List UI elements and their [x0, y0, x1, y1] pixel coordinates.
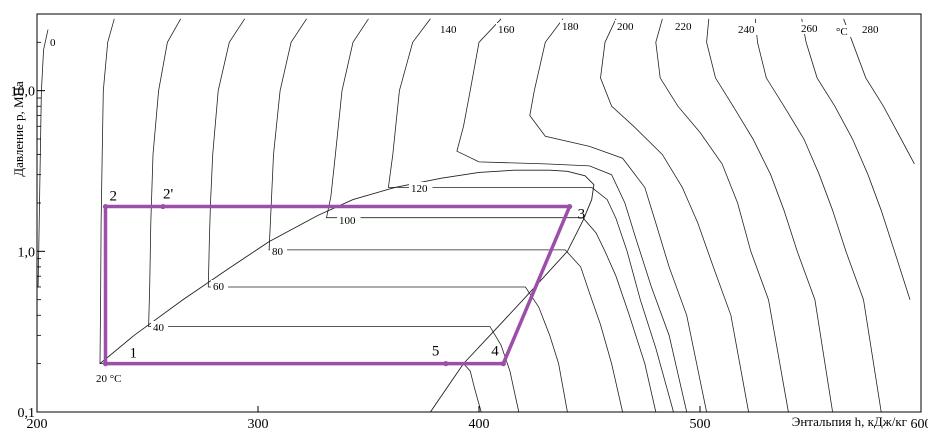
refrigeration-cycle: 1 2 2' 3 4 5 — [102, 187, 586, 367]
x-tick-label: 300 — [248, 417, 269, 430]
isotherm-label: 240 — [738, 24, 755, 36]
isotherm-label-bg — [337, 214, 361, 226]
cycle-point-marker — [160, 203, 166, 210]
saturation-dome — [99, 169, 595, 413]
isotherm-label: 200 — [617, 21, 634, 33]
isotherm-label: °C — [836, 26, 848, 38]
x-tick-label: 500 — [690, 417, 711, 430]
plot-frame-layer — [36, 13, 922, 413]
cycle-point-marker — [500, 361, 506, 367]
y-axis-label: Давление p, МПа — [11, 81, 26, 177]
isotherm-label: 260 — [801, 23, 818, 35]
isotherm-line — [801, 18, 911, 300]
isotherm-label-bg — [94, 372, 131, 384]
cycle-path — [103, 204, 572, 366]
cycle-point-label: 4 — [491, 344, 499, 360]
axis-ticks: 200 300 400 500 600 0,1 1,0 10,0 — [11, 41, 928, 430]
isotherm-line — [600, 18, 749, 413]
y-tick-label: 1,0 — [18, 245, 36, 260]
isotherm-line — [529, 18, 707, 413]
isotherm-label-bg — [834, 25, 851, 37]
isotherm-label: 40 — [153, 322, 165, 334]
x-tick-label: 600 — [911, 417, 928, 430]
isotherm-label-bg — [496, 23, 520, 35]
isotherm-label: 60 — [213, 281, 225, 293]
isotherm-label-bg — [860, 23, 884, 35]
isotherm-line — [37, 29, 49, 288]
isotherm-label-bg — [151, 321, 168, 333]
isotherm-label: 20 °C — [96, 373, 122, 385]
isotherm-line — [326, 18, 657, 413]
isotherm-line — [207, 18, 568, 413]
isotherm-label-bg — [270, 245, 287, 257]
cycle-point-label: 3 — [578, 207, 586, 223]
isotherm-line — [456, 18, 688, 413]
isotherm-line — [268, 18, 623, 413]
cycle-point-marker — [567, 203, 573, 210]
cycle-point-marker — [443, 361, 449, 367]
isotherm-lines: 0 20 °C 40 60 80 100 120 140 160 180 200 220 240 260 2… — [37, 18, 915, 413]
cycle-point-label: 2' — [163, 187, 174, 203]
isotherm-label-bg — [438, 23, 462, 35]
cycle-point-label: 1 — [130, 346, 138, 362]
isotherm-label-bg — [48, 36, 59, 48]
isotherm-line — [706, 18, 833, 413]
isotherm-label: 0 — [50, 37, 56, 49]
y-tick-label: 10,0 — [11, 85, 36, 100]
x-tick-label: 200 — [27, 417, 48, 430]
x-axis-label: Энтальпия h, кДж/кг — [792, 414, 907, 429]
isotherm-label: 220 — [675, 21, 692, 33]
cycle-point-marker — [102, 203, 109, 210]
isotherm-label-bg — [673, 20, 697, 32]
isotherm-label-bg — [615, 20, 639, 32]
cycle-point-label: 2 — [110, 189, 118, 205]
isotherm-label: 100 — [339, 215, 356, 227]
plot-frame — [36, 13, 922, 413]
isotherm-label: 120 — [411, 183, 428, 195]
isotherm-label: 140 — [440, 24, 457, 36]
isotherm-line — [148, 18, 520, 413]
isotherm-label: 80 — [272, 246, 284, 258]
cycle-point-label: 5 — [432, 344, 440, 360]
isotherm-label-bg — [799, 22, 823, 34]
y-tick-label: 0,1 — [18, 406, 36, 421]
isotherm-label: 280 — [862, 24, 879, 36]
isotherm-line — [387, 18, 674, 413]
cycle-point-marker — [102, 361, 109, 367]
x-tick-label: 400 — [469, 417, 490, 430]
isotherm-line — [843, 18, 915, 165]
isotherm-label-bg — [211, 280, 228, 292]
isotherm-label: 180 — [562, 21, 579, 33]
isotherm-label: 160 — [498, 24, 515, 36]
isotherm-line — [655, 18, 789, 413]
isotherm-line — [99, 18, 482, 413]
isotherm-label-bg — [736, 23, 760, 35]
isotherm-label-bg — [560, 20, 584, 32]
saturation-curve — [99, 169, 595, 413]
isotherm-label-bg — [409, 182, 433, 194]
isotherm-line — [754, 18, 882, 413]
